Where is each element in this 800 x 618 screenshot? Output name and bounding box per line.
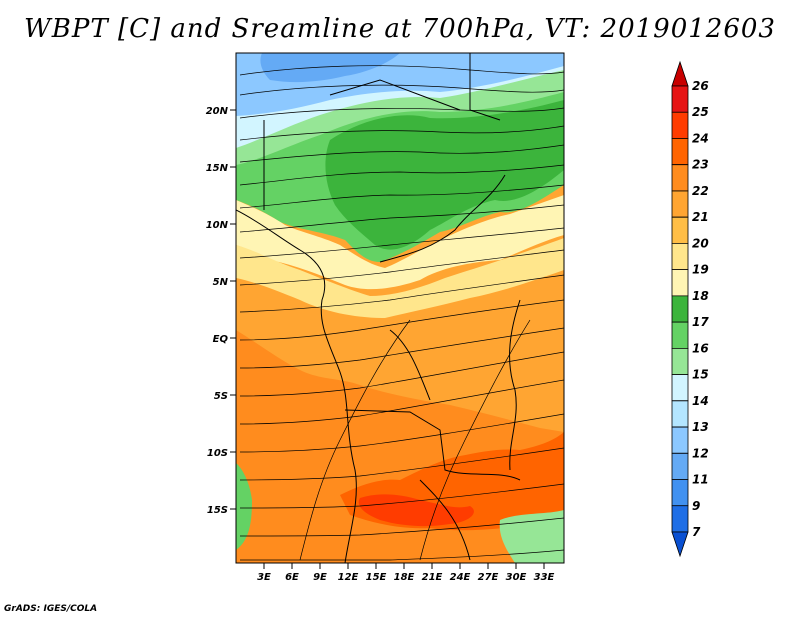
colorbar-swatch (671, 400, 689, 428)
colorbar-swatch (671, 85, 689, 113)
streamlines (239, 65, 564, 561)
colorbar-swatch (671, 321, 689, 349)
colorbar-swatch (671, 374, 689, 402)
lat-label: 15N (206, 163, 229, 174)
colorbar-level-label: 7 (692, 525, 701, 539)
field-contour-green-south (236, 463, 252, 550)
colorbar-level-label: 14 (692, 394, 709, 408)
lat-label: 5N (213, 277, 229, 288)
lon-label: 24E (450, 572, 471, 583)
colorbar-level-label: 12 (692, 446, 709, 460)
lat-label: 10N (206, 220, 229, 231)
colorbar-level-label: 22 (692, 184, 709, 198)
colorbar-swatch (671, 164, 689, 192)
colorbar-level-label: 13 (692, 420, 709, 434)
lon-label: 9E (313, 572, 327, 583)
lon-label: 12E (338, 572, 359, 583)
colorbar-level-label: 26 (692, 79, 709, 93)
colorbar-level-label: 23 (692, 158, 709, 172)
colorbar-swatch (671, 138, 689, 166)
colorbar-level-label: 25 (692, 105, 709, 119)
field-contour-paleorange (236, 238, 564, 318)
colorbar-swatch (671, 111, 689, 139)
colorbar-level-label: 19 (692, 263, 709, 277)
colorbar-swatch (671, 243, 689, 271)
lon-label: 3E (257, 572, 271, 583)
colorbar-level-label: 9 (692, 499, 700, 513)
lon-label: 15E (366, 572, 387, 583)
colorbar-level-label: 24 (692, 131, 709, 145)
colorbar-swatch (671, 347, 689, 375)
colorbar-level-label: 15 (692, 368, 709, 382)
colorbar-swatch (671, 190, 689, 218)
colorbar-swatch (671, 531, 689, 558)
colorbar-level-label: 16 (692, 341, 709, 355)
colorbar-level-label: 17 (692, 315, 709, 329)
map-frame (235, 52, 565, 564)
country-boundaries (236, 53, 521, 563)
colorbar-labels: 26 25 24 23 22 21 20 19 18 17 16 15 14 13 12 11 9 7 (692, 79, 709, 539)
colorbar-level-label: 18 (692, 289, 709, 303)
colorbar-swatch (671, 295, 689, 323)
field-contour-blue-deep (260, 53, 400, 83)
map-title: WBPT [C] and Sreamline at 700hPa, VT: 20… (24, 14, 776, 44)
colorbar-swatch (671, 426, 689, 454)
colorbar-swatch (671, 60, 689, 87)
field-contour-red (358, 494, 474, 527)
lon-label: 33E (534, 572, 555, 583)
lon-label: 21E (422, 572, 443, 583)
colorbar-level-label: 21 (692, 210, 709, 224)
lat-label: 5S (214, 391, 228, 402)
field-contour-darkgreen (325, 100, 564, 250)
colorbar-level-label: 20 (692, 236, 709, 250)
colorbar-swatch (671, 269, 689, 297)
colorbar-level-label: 11 (692, 473, 709, 487)
colorbar-swatch (671, 479, 689, 507)
lat-label: EQ (213, 334, 229, 345)
credit-label: GrADS: IGES/COLA (4, 604, 98, 614)
lon-label: 27E (478, 572, 499, 583)
map-plot-area (236, 53, 564, 563)
colorbar-boxes (671, 60, 689, 558)
field-contour-lightgreen-se (499, 510, 564, 563)
colorbar-swatch (671, 216, 689, 244)
lon-label: 18E (394, 572, 415, 583)
lon-label: 6E (285, 572, 299, 583)
lat-label: 20N (206, 106, 229, 117)
colorbar-swatch (671, 452, 689, 480)
lat-label: 15S (207, 505, 228, 516)
lon-label: 30E (506, 572, 527, 583)
longitude-axis: 3E 6E 9E 12E 15E 18E 21E 24E 27E 30E 33E (257, 563, 555, 583)
lat-label: 10S (207, 448, 228, 459)
latitude-axis: 20N 15N 10N 5N EQ 5S 10S 15S (206, 106, 236, 516)
colorbar-swatch (671, 505, 689, 533)
